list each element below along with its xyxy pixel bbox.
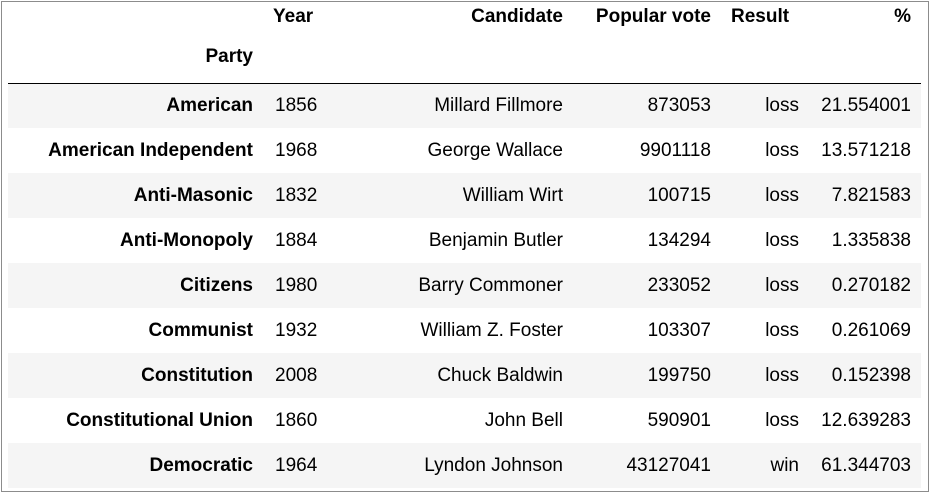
cell-result: win [770,454,799,476]
column-header-percent: % [894,6,911,27]
cell-year: 1932 [275,319,318,341]
cell-year: 1832 [275,184,318,206]
cell-popular-vote: 873053 [647,94,711,116]
column-header-row: Year Candidate Popular vote Result % [8,2,921,32]
cell-percent: 0.152398 [831,364,911,386]
row-index-party: American [166,94,253,116]
cell-percent: 7.821583 [831,184,911,206]
cell-year: 1884 [275,229,318,251]
cell-percent: 1.335838 [831,229,911,251]
cell-candidate: John Bell [484,409,563,431]
index-header-blank [809,32,921,84]
cell-candidate: George Wallace [427,139,563,161]
table-row: American Independent 1968 George Wallace 99… [8,128,921,173]
cell-candidate: Benjamin Butler [428,229,563,251]
cell-popular-vote: 233052 [647,274,711,296]
row-index-party: Citizens [180,274,253,296]
row-index-party: American Independent [48,139,253,161]
cell-popular-vote: 134294 [647,229,711,251]
table-row: Constitutional Union 1860 John Bell 590901 l… [8,398,921,443]
table-row: Anti-Monopoly 1884 Benjamin Butler 134294 lo… [8,218,921,263]
index-header-blank [573,32,721,84]
table-row: Anti-Masonic 1832 William Wirt 100715 loss 7.… [8,173,921,218]
cell-year: 1964 [275,454,318,476]
cell-candidate: Barry Commoner [418,274,563,296]
cell-percent: 12.639283 [821,409,911,431]
index-header-blank [263,32,335,84]
cell-year: 1980 [275,274,318,296]
column-header-blank [8,2,263,32]
cell-candidate: Lyndon Johnson [424,454,563,476]
cell-popular-vote: 43127041 [626,454,711,476]
cell-candidate: William Z. Foster [420,319,564,341]
row-index-party: Constitution [141,364,253,386]
table-row: American 1856 Millard Fillmore 873053 loss 21… [8,83,921,128]
column-header-candidate: Candidate [471,6,563,27]
index-header-row: Party [8,32,921,84]
cell-percent: 61.344703 [821,454,911,476]
index-header-party: Party [8,32,263,84]
table-row: Communist 1932 William Z. Foster 103307 loss… [8,308,921,353]
cell-popular-vote: 9901118 [639,139,711,161]
cell-percent: 21.554001 [821,94,911,116]
row-index-party: Anti-Monopoly [120,229,253,251]
cell-year: 1968 [275,139,318,161]
cell-result: loss [765,274,799,296]
table-row: Constitution 2008 Chuck Baldwin 199750 loss 0… [8,353,921,398]
cell-result: loss [765,409,799,431]
cell-result: loss [765,229,799,251]
table-body: American 1856 Millard Fillmore 873053 loss 21… [8,83,921,488]
cell-result: loss [765,319,799,341]
table-header: Year Candidate Popular vote Result % Par… [8,2,921,84]
index-header-blank [335,32,573,84]
row-index-party: Anti-Masonic [133,184,253,206]
column-header-result: Result [731,6,790,27]
index-header-blank [721,32,809,84]
cell-result: loss [765,139,799,161]
row-index-party: Communist [148,319,254,341]
cell-candidate: Millard Fillmore [434,94,563,116]
cell-candidate: William Wirt [462,184,563,206]
column-header-year: Year [273,6,314,27]
dataframe-table: Year Candidate Popular vote Result % Par… [8,2,921,488]
cell-year: 2008 [275,364,318,386]
cell-percent: 0.261069 [831,319,911,341]
cell-year: 1856 [275,94,318,116]
cell-popular-vote: 103307 [647,319,711,341]
cell-result: loss [765,94,799,116]
cell-popular-vote: 590901 [647,409,711,431]
cell-result: loss [765,364,799,386]
cell-result: loss [765,184,799,206]
cell-popular-vote: 100715 [647,184,711,206]
cell-percent: 0.270182 [831,274,911,296]
cell-year: 1860 [275,409,318,431]
cell-percent: 13.571218 [821,139,911,161]
cell-candidate: Chuck Baldwin [437,364,563,386]
cell-popular-vote: 199750 [647,364,711,386]
column-header-popular-vote: Popular vote [595,6,711,27]
row-index-party: Constitutional Union [66,409,253,431]
row-index-party: Democratic [149,454,254,476]
table-row: Citizens 1980 Barry Commoner 233052 loss 0.27… [8,263,921,308]
table-row: Democratic 1964 Lyndon Johnson 43127041 win 6… [8,443,921,488]
